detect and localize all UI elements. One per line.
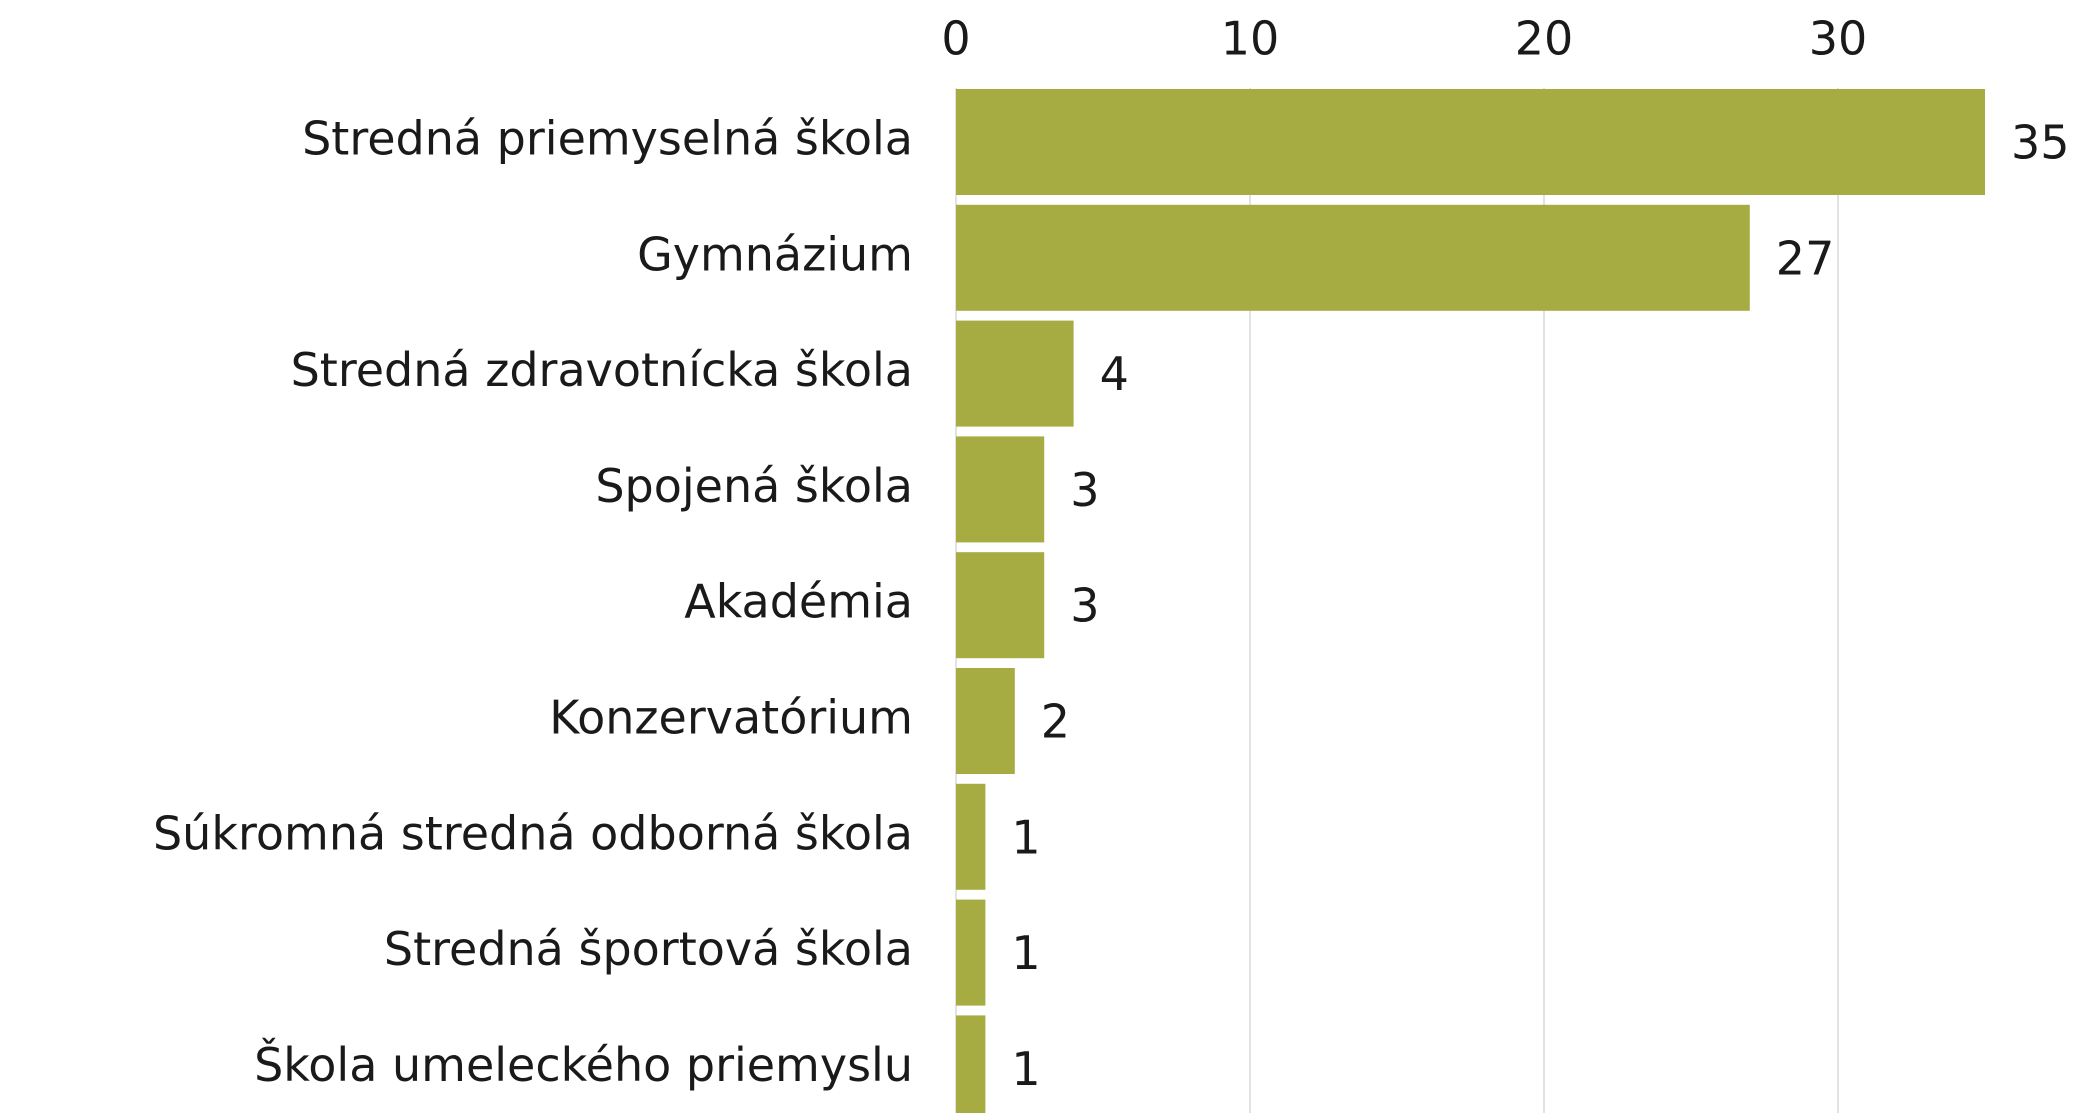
x-tick-label: 20 bbox=[1515, 12, 1574, 66]
x-tick-label: 30 bbox=[1809, 12, 1868, 66]
category-label: Súkromná stredná odborná škola bbox=[153, 806, 913, 860]
value-label: 27 bbox=[1776, 231, 1835, 285]
bar bbox=[956, 204, 1750, 311]
category-label: Stredná športová škola bbox=[384, 922, 913, 976]
category-label: Akadémia bbox=[684, 575, 913, 629]
bar bbox=[956, 899, 986, 1006]
value-label: 1 bbox=[1011, 926, 1040, 980]
category-label: Stredná priemyselná škola bbox=[302, 112, 913, 166]
bar bbox=[956, 552, 1045, 659]
bar bbox=[956, 668, 1015, 774]
bar bbox=[956, 320, 1074, 427]
category-label: Stredná zdravotnícka škola bbox=[291, 343, 913, 397]
category-label: Škola umeleckého priemyslu bbox=[254, 1037, 913, 1092]
bar bbox=[956, 1015, 986, 1113]
value-label: 1 bbox=[1011, 1042, 1040, 1096]
value-label: 3 bbox=[1070, 579, 1099, 633]
bar bbox=[956, 783, 986, 890]
category-label: Konzervatórium bbox=[549, 691, 913, 745]
bar bbox=[956, 436, 1045, 543]
value-label: 3 bbox=[1070, 463, 1099, 517]
category-label: Gymnázium bbox=[637, 227, 913, 281]
value-label: 1 bbox=[1011, 810, 1040, 864]
value-label: 4 bbox=[1100, 347, 1129, 401]
value-label: 35 bbox=[2011, 116, 2070, 170]
bar bbox=[956, 89, 1985, 195]
x-tick-label: 0 bbox=[941, 12, 970, 66]
category-label: Spojená škola bbox=[595, 459, 913, 513]
value-label: 2 bbox=[1041, 695, 1070, 749]
x-tick-label: 10 bbox=[1221, 12, 1280, 66]
